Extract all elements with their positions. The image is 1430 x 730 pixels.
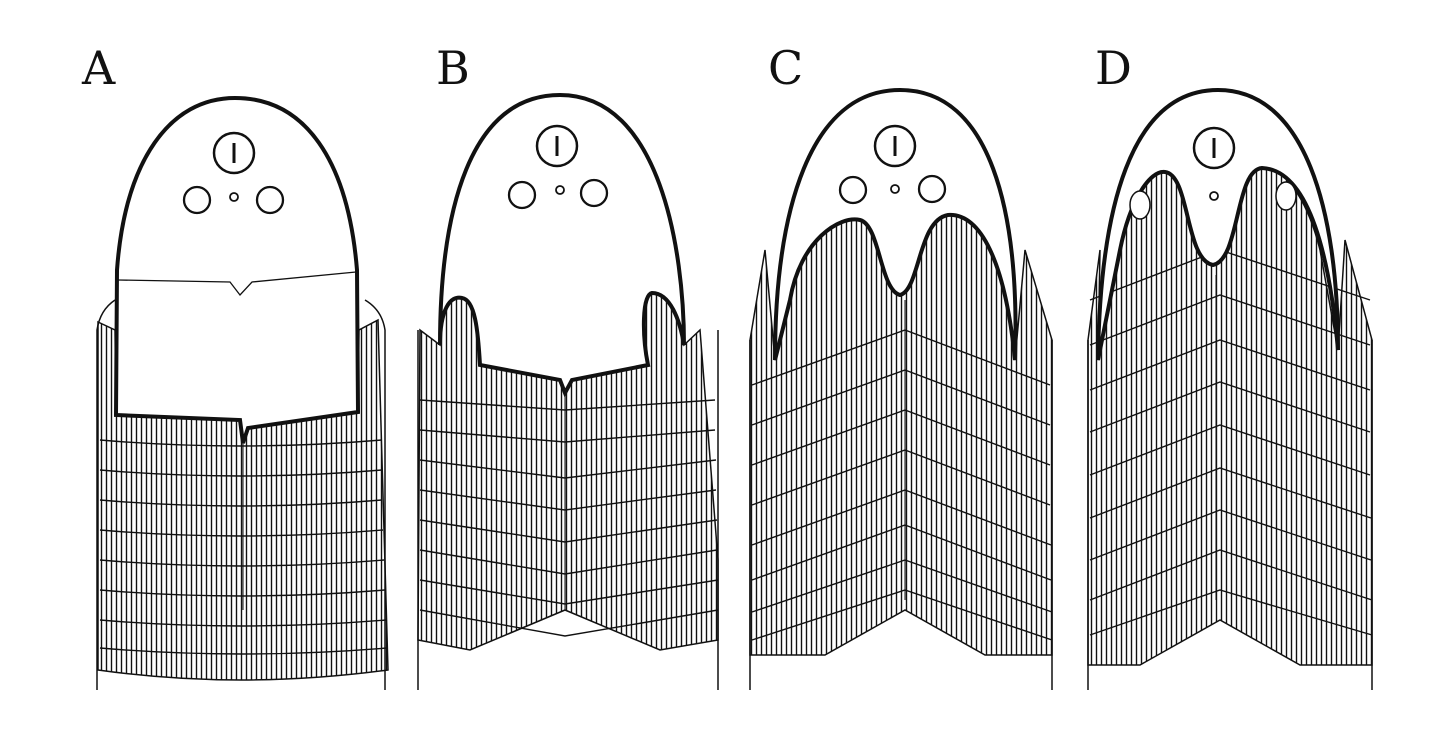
ocellus-icon <box>229 192 239 202</box>
lateral-eye-icon <box>182 185 212 215</box>
ocellus-icon <box>890 184 900 194</box>
lateral-eye-icon <box>838 175 868 205</box>
lateral-eye-icon <box>255 185 285 215</box>
segment-lines-c <box>751 300 1053 641</box>
head-plate-d <box>1096 87 1340 361</box>
ocellus-icon <box>1209 191 1219 201</box>
panel-a: A <box>81 41 389 690</box>
panel-c: C <box>749 41 1053 690</box>
lateral-eye-icon <box>507 180 537 210</box>
head-plate-a <box>113 95 361 444</box>
lateral-eye-icon <box>579 178 609 208</box>
head-plate-b <box>438 92 686 398</box>
median-eye-icon <box>535 124 579 168</box>
panel-label-c: C <box>768 41 803 95</box>
median-eye-icon <box>1192 126 1236 170</box>
lateral-eye-icon <box>1129 190 1151 220</box>
head-plate-c <box>773 87 1018 361</box>
ocellus-icon <box>555 185 565 195</box>
median-eye-icon <box>212 131 256 175</box>
panel-label-b: B <box>436 41 470 95</box>
panel-label-d: D <box>1095 41 1132 95</box>
panel-d: D <box>1087 41 1373 690</box>
segment-lines-d <box>1089 249 1373 636</box>
panel-b: B <box>417 41 719 690</box>
median-eye-icon <box>873 124 917 168</box>
segment-lines-b <box>419 390 719 637</box>
panel-label-a: A <box>81 41 116 95</box>
lateral-eye-icon <box>917 174 947 204</box>
segment-lines-a <box>99 439 388 655</box>
lateral-eye-icon <box>1275 181 1297 211</box>
